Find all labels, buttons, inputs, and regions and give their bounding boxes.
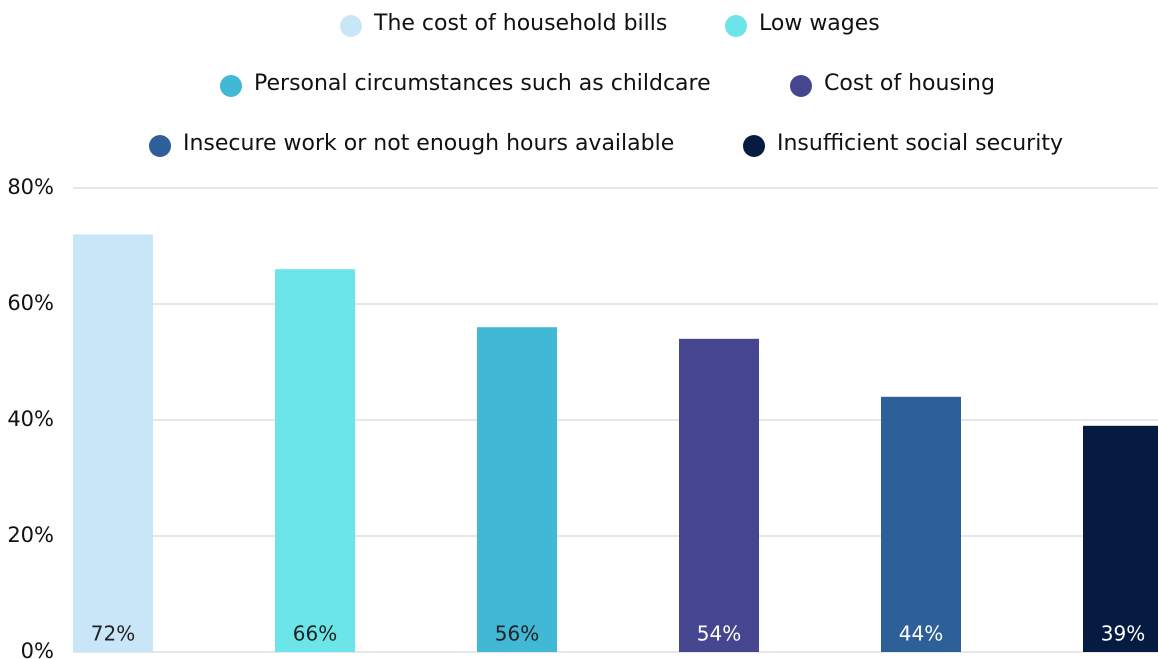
legend-marker	[725, 15, 747, 37]
legend-marker	[220, 75, 242, 97]
y-tick-label: 40%	[7, 407, 54, 431]
legend-label: The cost of household bills	[373, 11, 667, 36]
legend-label: Cost of housing	[824, 71, 995, 96]
value-label: 56%	[495, 622, 539, 646]
legend-marker	[743, 135, 765, 157]
bar	[1083, 425, 1158, 652]
legend-label: Low wages	[759, 11, 880, 36]
legend-label: Insecure work or not enough hours availa…	[183, 131, 674, 156]
legend-label: Insufficient social security	[777, 131, 1063, 156]
legend-marker	[790, 75, 812, 97]
value-label: 44%	[899, 622, 943, 646]
value-label: 66%	[293, 622, 337, 646]
y-tick-label: 0%	[21, 639, 54, 659]
bar	[679, 338, 759, 652]
bar	[275, 269, 355, 652]
bar	[73, 234, 153, 652]
bar	[881, 396, 961, 652]
bar	[477, 327, 557, 652]
value-label: 72%	[91, 622, 135, 646]
legend-marker	[149, 135, 171, 157]
legend-label: Personal circumstances such as childcare	[254, 71, 711, 96]
y-tick-label: 20%	[7, 523, 54, 547]
y-tick-label: 80%	[7, 175, 54, 199]
y-tick-label: 60%	[7, 291, 54, 315]
value-label: 54%	[697, 622, 741, 646]
value-label: 39%	[1101, 622, 1145, 646]
legend-marker	[340, 15, 362, 37]
